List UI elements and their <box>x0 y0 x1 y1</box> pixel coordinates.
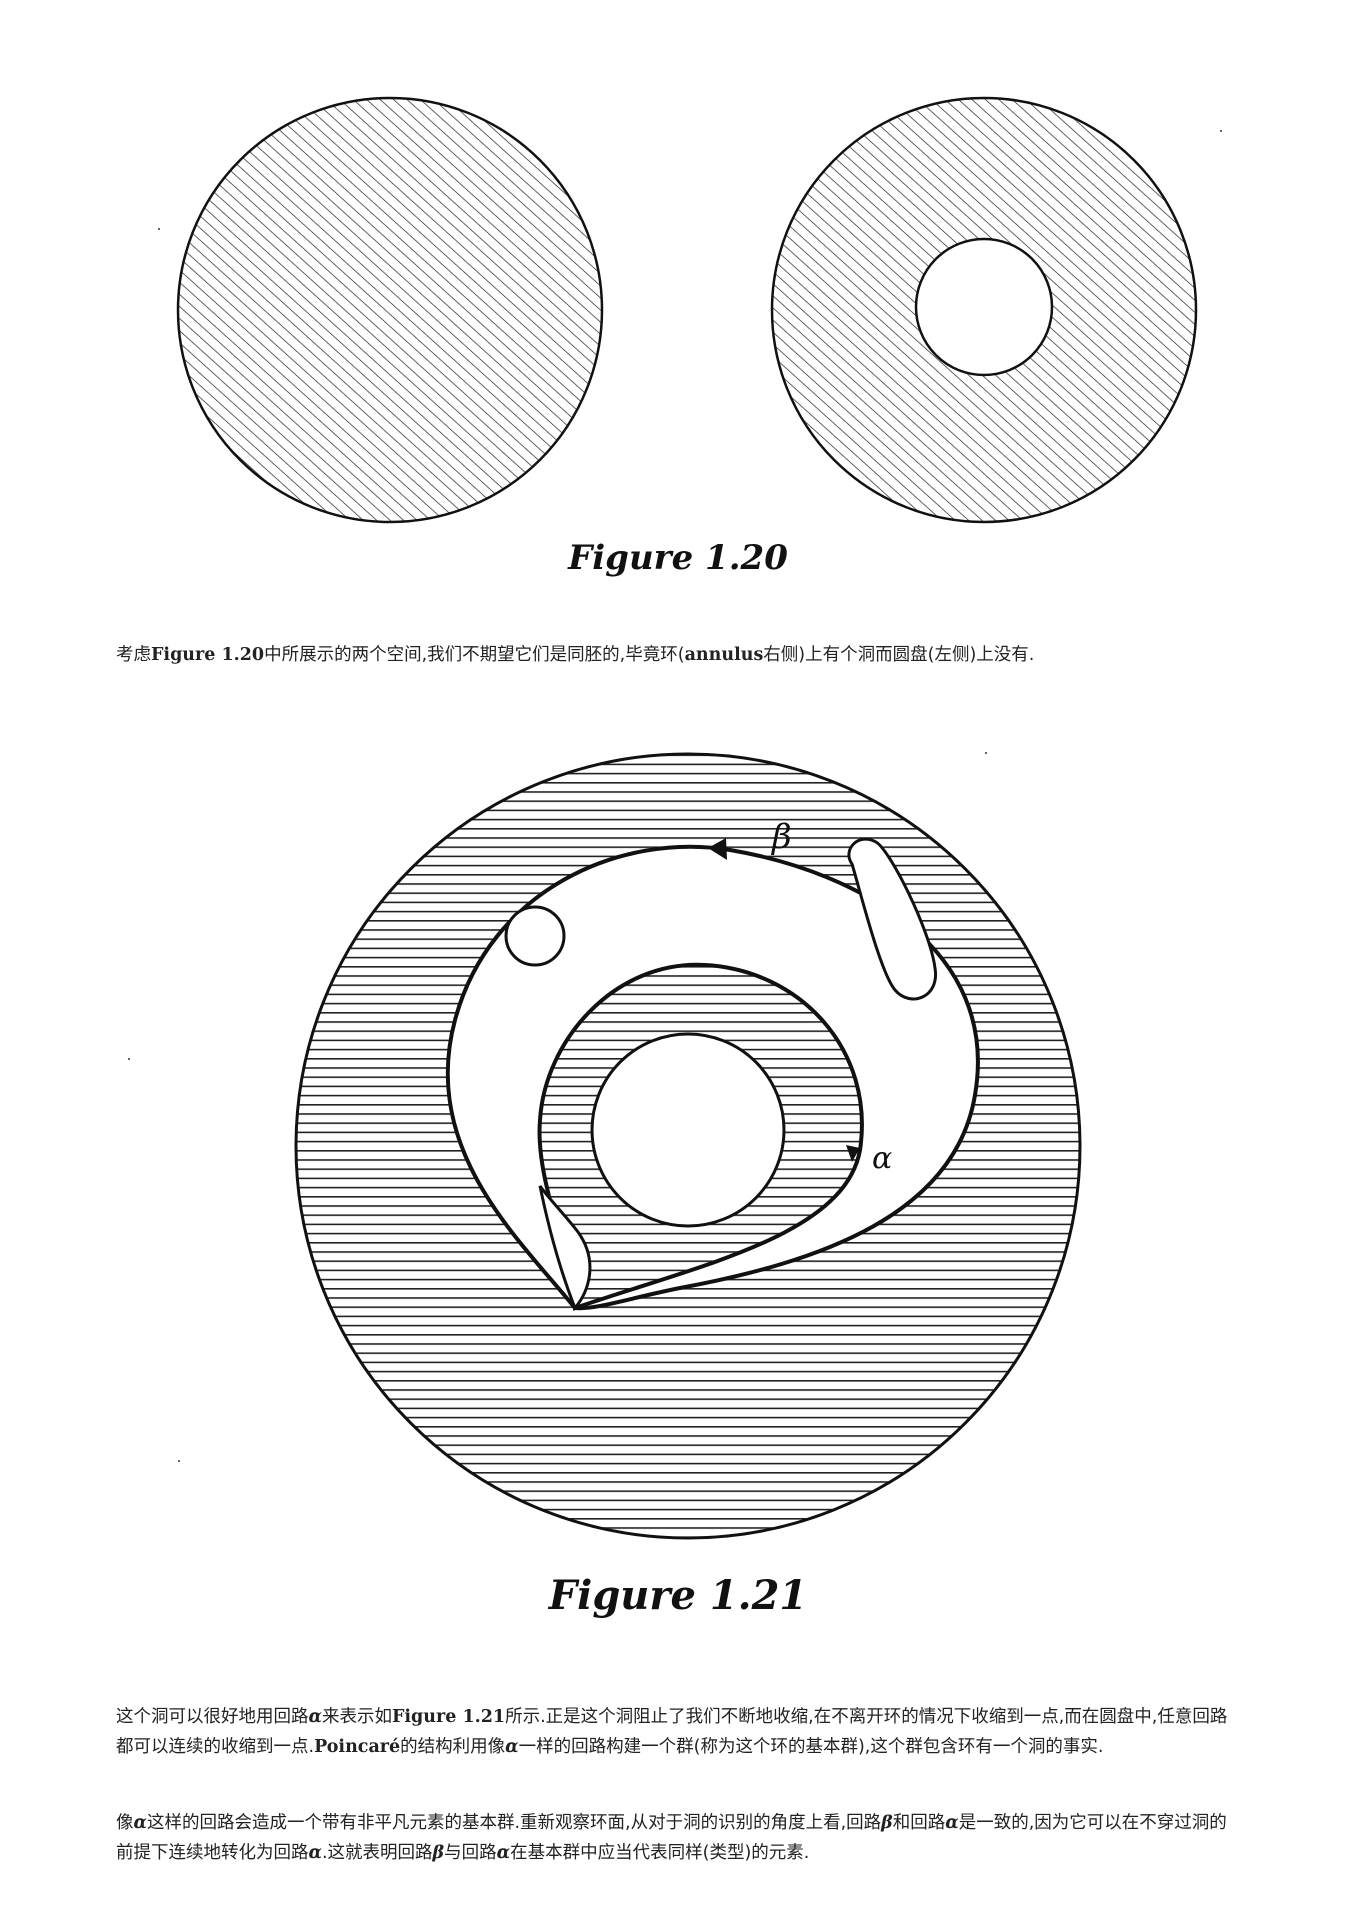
scan-speck <box>158 228 160 230</box>
scan-speck <box>178 1460 180 1462</box>
cusp-wedge <box>538 1185 592 1311</box>
figure-ref: Figure 1.20 <box>151 645 265 665</box>
loop-alpha <box>537 962 864 1311</box>
figure-1-21-annulus: β α <box>294 752 1082 1540</box>
paragraph-3: 像α这样的回路会造成一个带有非平凡元素的基本群.重新观察环面,从对于洞的识别的角… <box>116 1813 1227 1863</box>
slot-hole <box>847 837 937 1001</box>
term-annulus: annulus <box>684 645 764 665</box>
small-round-hole <box>504 905 566 967</box>
central-hole <box>590 1032 786 1228</box>
paragraph-2: 这个洞可以很好地用回路α来表示如Figure 1.21所示.正是这个洞阻止了我们… <box>116 1707 1228 1757</box>
beta-arrow-icon <box>708 838 727 860</box>
scan-speck <box>1220 130 1222 132</box>
paragraph-1: 考虑Figure 1.20中所展示的两个空间,我们不期望它们是同胚的,毕竟环(a… <box>116 645 1035 665</box>
label-alpha: α <box>872 1141 892 1176</box>
figure-1-20-caption: Figure 1.20 <box>568 538 788 578</box>
figure-1-21-caption: Figure 1.21 <box>548 1572 808 1619</box>
label-beta: β <box>770 817 792 857</box>
scan-speck <box>128 1058 130 1060</box>
figure-ref: Figure 1.21 <box>391 1707 506 1727</box>
figure-1-20-annulus <box>770 96 1198 524</box>
alpha-arrow-icon <box>846 1145 860 1162</box>
scan-speck <box>985 752 987 754</box>
figure-1-20-disk <box>176 96 604 524</box>
name-poincare: Poincaré <box>314 1737 401 1757</box>
